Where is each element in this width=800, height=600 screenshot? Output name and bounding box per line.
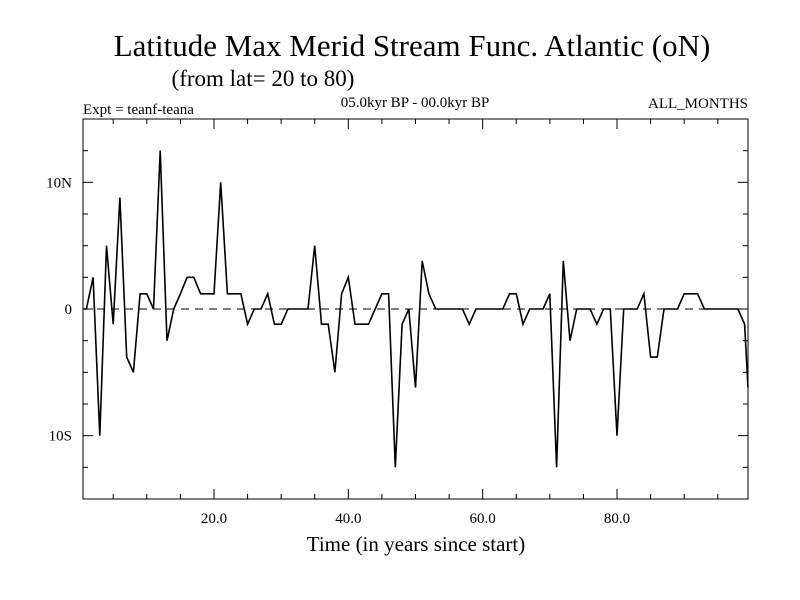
period-label: 05.0kyr BP - 00.0kyr BP: [341, 95, 490, 111]
expt-label: Expt = teanf-teana: [83, 102, 194, 118]
y-tick-label: 10S: [49, 429, 72, 445]
months-label: ALL_MONTHS: [648, 96, 748, 112]
x-tick-label: 80.0: [604, 511, 630, 527]
x-tick-label: 40.0: [335, 511, 361, 527]
x-tick-label: 60.0: [470, 511, 496, 527]
tick-labels: 20.0 40.0 60.0 80.0 10N 0 10S: [46, 175, 630, 527]
y-tick-label: 10N: [46, 175, 72, 191]
chart-title: Latitude Max Merid Stream Func. Atlantic…: [114, 28, 711, 63]
x-axis-label: Time (in years since start): [307, 532, 526, 556]
series-line: [83, 150, 749, 468]
x-tick-label: 20.0: [201, 511, 227, 527]
y-tick-label: 0: [65, 302, 73, 318]
chart-subtitle: (from lat= 20 to 80): [172, 66, 355, 91]
